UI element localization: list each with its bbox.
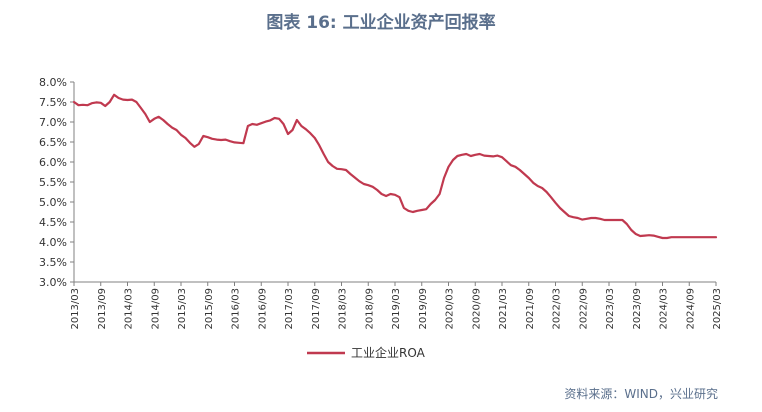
x-tick-label: 2020/03 [445, 288, 456, 330]
y-tick-label: 7.5% [39, 96, 67, 109]
x-tick-label: 2016/03 [231, 288, 242, 330]
legend-label: 工业企业ROA [351, 345, 426, 360]
x-tick-label: 2020/09 [471, 288, 482, 330]
source-note: 资料来源：WIND，兴业研究 [564, 387, 718, 401]
x-tick-label: 2023/03 [605, 288, 616, 330]
y-tick-label: 4.0% [39, 236, 67, 249]
x-tick-label: 2022/03 [552, 288, 563, 330]
x-tick-label: 2017/03 [284, 288, 295, 330]
x-tick-label: 2015/09 [204, 288, 215, 330]
x-tick-label: 2023/09 [632, 288, 643, 330]
y-tick-label: 6.0% [39, 156, 67, 169]
x-tick-label: 2016/09 [257, 288, 268, 330]
x-tick-label: 2014/03 [124, 288, 135, 330]
x-tick-label: 2022/09 [578, 288, 589, 330]
series-line-roa [72, 93, 718, 240]
x-tick-label: 2021/09 [525, 288, 536, 330]
x-tick-label: 2013/03 [70, 288, 81, 330]
x-tick-label: 2021/03 [498, 288, 509, 330]
x-tick-label: 2014/09 [150, 288, 161, 330]
x-tick-label: 2017/09 [311, 288, 322, 330]
chart-title: 图表 16: 工业企业资产回报率 [266, 13, 496, 33]
x-tick-label: 2024/09 [685, 288, 696, 330]
y-tick-label: 3.5% [39, 256, 67, 269]
x-tick-label: 2024/03 [659, 288, 670, 330]
x-tick-label: 2018/09 [364, 288, 375, 330]
y-tick-label: 3.0% [39, 276, 67, 289]
x-tick-label: 2025/03 [712, 288, 723, 330]
x-tick-label: 2019/03 [391, 288, 402, 330]
y-tick-label: 4.5% [39, 216, 67, 229]
x-tick-label: 2015/03 [177, 288, 188, 330]
x-tick-label: 2018/03 [338, 288, 349, 330]
y-axis: 3.0% 3.5% 4.0% 4.5% 5.0% 5.5% 6.0% 6.5% 7.0% 7.5%… [39, 76, 75, 289]
y-tick-label: 8.0% [39, 76, 67, 89]
legend: 工业企业ROA [307, 345, 426, 360]
y-tick-label: 5.0% [39, 196, 67, 209]
y-tick-label: 6.5% [39, 136, 67, 149]
series-area [72, 93, 718, 240]
y-tick-label: 5.5% [39, 176, 67, 189]
x-tick-label: 2019/09 [418, 288, 429, 330]
y-tick-label: 7.0% [39, 116, 67, 129]
x-tick-label: 2013/09 [97, 288, 108, 330]
x-axis: 2013/03 2013/09 2014/03 2014/09 2015/03 2015/… [70, 281, 723, 330]
